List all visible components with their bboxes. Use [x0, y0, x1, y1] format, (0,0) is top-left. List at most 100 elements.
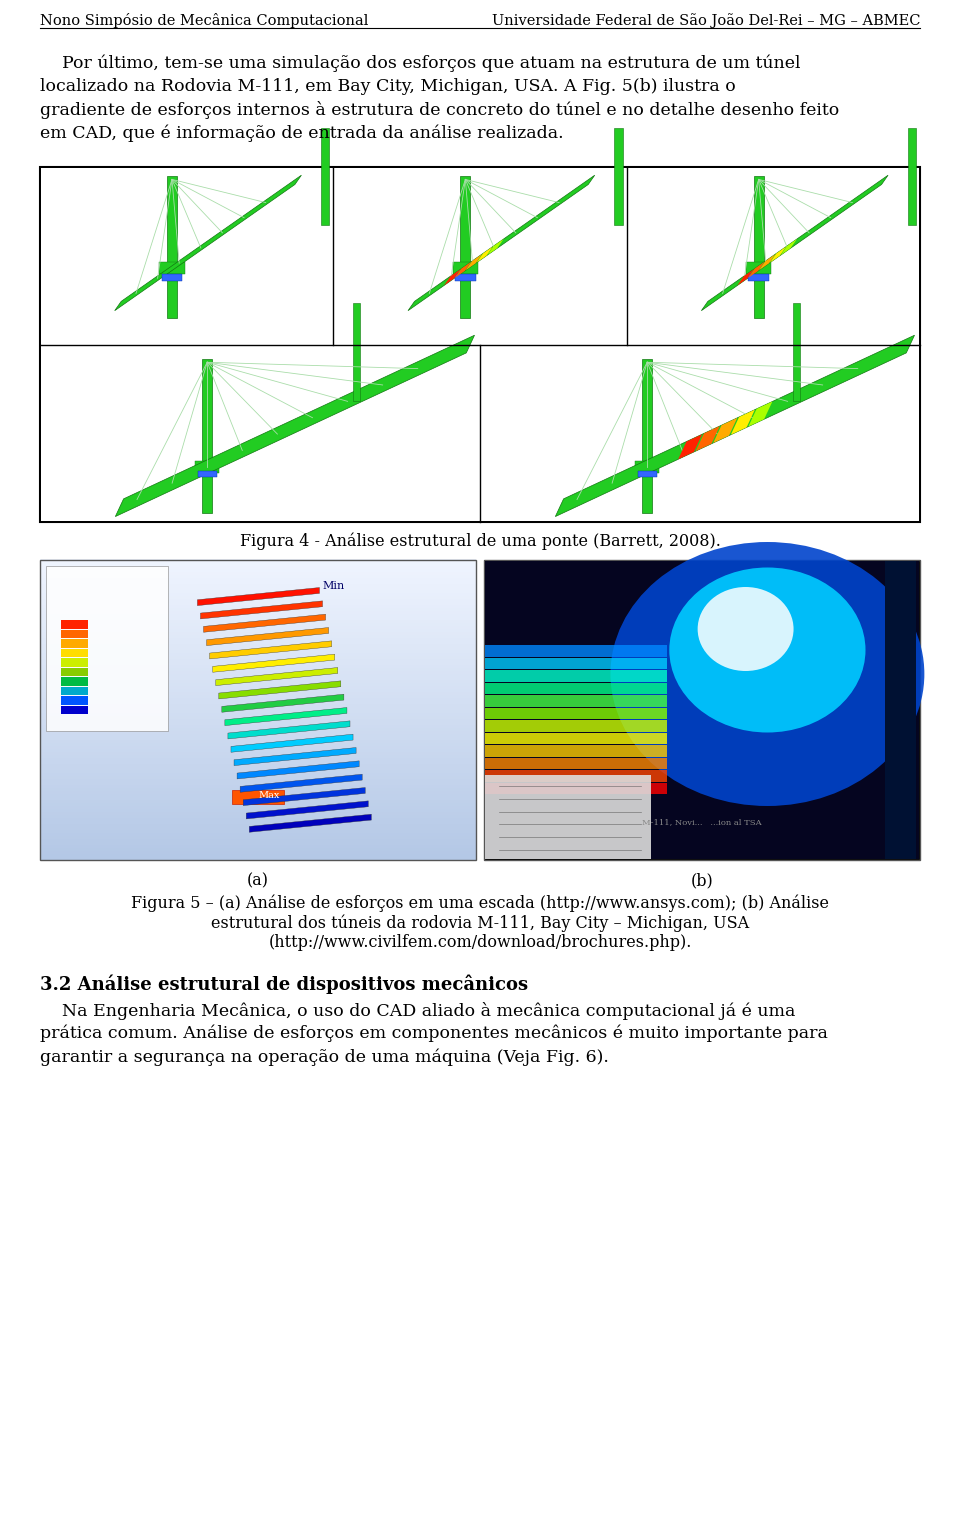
Bar: [40, 825, 476, 830]
Bar: [46, 565, 168, 731]
Bar: [40, 670, 476, 673]
Polygon shape: [246, 801, 369, 819]
Bar: [60, 658, 87, 667]
Bar: [40, 733, 476, 737]
Bar: [40, 610, 476, 614]
Bar: [40, 655, 476, 660]
Bar: [40, 819, 476, 824]
Bar: [40, 751, 476, 755]
Bar: [40, 572, 476, 575]
Text: M-111, Novi...   ...ion al TSA: M-111, Novi... ...ion al TSA: [642, 818, 762, 827]
Bar: [40, 616, 476, 620]
Bar: [40, 769, 476, 774]
Bar: [40, 575, 476, 578]
Polygon shape: [713, 418, 737, 442]
Bar: [40, 658, 476, 663]
Ellipse shape: [611, 543, 924, 806]
Bar: [40, 584, 476, 587]
Bar: [481, 345, 919, 521]
Bar: [485, 733, 667, 743]
Text: (a): (a): [247, 872, 269, 889]
Bar: [40, 800, 476, 803]
Bar: [40, 784, 476, 787]
Bar: [40, 628, 476, 632]
Polygon shape: [228, 720, 350, 739]
Bar: [40, 763, 476, 768]
Bar: [40, 594, 476, 599]
Bar: [40, 637, 476, 641]
Bar: [40, 581, 476, 584]
Bar: [41, 169, 332, 344]
Bar: [40, 739, 476, 743]
Bar: [40, 850, 476, 854]
Bar: [485, 670, 667, 681]
Bar: [40, 686, 476, 689]
Polygon shape: [115, 336, 474, 517]
Bar: [40, 587, 476, 590]
Bar: [40, 640, 476, 644]
Text: 3.2 Análise estrutural de dispositivos mecânicos: 3.2 Análise estrutural de dispositivos m…: [40, 974, 528, 994]
Bar: [485, 561, 919, 859]
Text: localizado na Rodovia M-111, em Bay City, Michigan, USA. A Fig. 5(b) ilustra o: localizado na Rodovia M-111, em Bay City…: [40, 78, 735, 94]
Bar: [40, 676, 476, 679]
Bar: [485, 646, 667, 657]
Bar: [40, 757, 476, 762]
Text: (b): (b): [690, 872, 713, 889]
Bar: [485, 708, 667, 719]
Polygon shape: [678, 435, 702, 459]
Bar: [40, 559, 476, 860]
Bar: [40, 606, 476, 611]
Polygon shape: [198, 588, 320, 605]
Bar: [60, 620, 87, 629]
Bar: [40, 622, 476, 626]
Bar: [40, 562, 476, 565]
Polygon shape: [250, 815, 372, 833]
Bar: [628, 169, 919, 344]
Bar: [40, 815, 476, 818]
Bar: [793, 302, 801, 401]
Bar: [40, 803, 476, 806]
Bar: [40, 600, 476, 605]
Polygon shape: [555, 336, 915, 517]
Bar: [40, 828, 476, 833]
Bar: [40, 847, 476, 851]
Bar: [40, 724, 476, 728]
Polygon shape: [466, 254, 482, 271]
Bar: [40, 787, 476, 790]
Bar: [40, 661, 476, 666]
Bar: [485, 771, 667, 781]
Bar: [40, 853, 476, 857]
Bar: [40, 701, 476, 704]
Bar: [40, 625, 476, 629]
Bar: [40, 831, 476, 836]
Bar: [908, 128, 916, 225]
Bar: [40, 766, 476, 771]
Bar: [40, 760, 476, 765]
Bar: [60, 629, 87, 638]
Polygon shape: [216, 667, 338, 686]
Bar: [40, 796, 476, 800]
Bar: [40, 649, 476, 654]
Bar: [40, 778, 476, 781]
Bar: [40, 652, 476, 657]
Bar: [40, 646, 476, 651]
Bar: [40, 167, 920, 521]
Polygon shape: [780, 239, 797, 255]
Polygon shape: [770, 246, 786, 263]
Bar: [40, 818, 476, 821]
Bar: [60, 649, 87, 657]
Bar: [40, 736, 476, 740]
Polygon shape: [731, 410, 755, 435]
Bar: [40, 603, 476, 608]
Bar: [460, 176, 470, 318]
Text: Figura 4 - Análise estrutural de uma ponte (Barrett, 2008).: Figura 4 - Análise estrutural de uma pon…: [240, 532, 720, 550]
Polygon shape: [240, 774, 362, 792]
Bar: [60, 667, 87, 676]
Polygon shape: [114, 175, 301, 310]
Bar: [40, 834, 476, 839]
Text: Na Engenharia Mecânica, o uso do CAD aliado à mecânica computacional já é uma: Na Engenharia Mecânica, o uso do CAD ali…: [40, 1002, 796, 1020]
Bar: [636, 461, 660, 473]
Bar: [40, 809, 476, 812]
Bar: [40, 822, 476, 827]
Text: (http://www.civilfem.com/download/brochures.php).: (http://www.civilfem.com/download/brochu…: [268, 933, 692, 952]
